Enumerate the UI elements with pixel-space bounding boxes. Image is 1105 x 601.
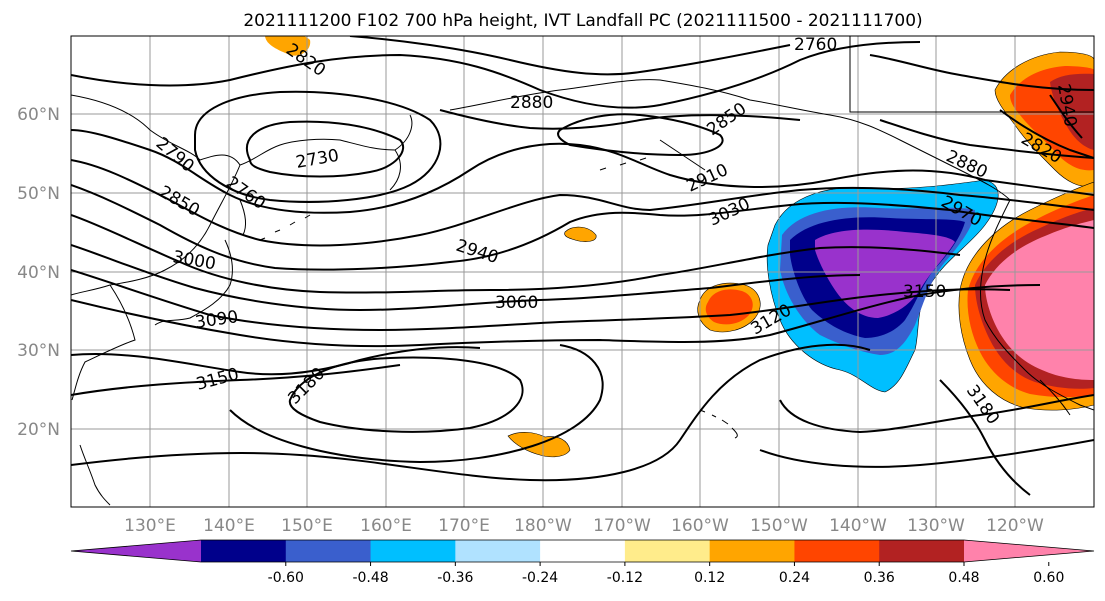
lat-label: 40°N — [17, 263, 60, 283]
colorbar-segment — [794, 540, 880, 562]
height-contours — [71, 36, 1094, 496]
colorbar-segment — [370, 540, 456, 562]
lat-label: 50°N — [17, 184, 60, 204]
colorbar-tick-label: -0.60 — [268, 570, 304, 586]
contour-label: 3150 — [194, 364, 241, 395]
lon-label: 150°W — [750, 516, 808, 536]
colorbar-segment — [201, 540, 287, 562]
lon-label: 130°W — [907, 516, 965, 536]
map-frame — [70, 35, 1095, 508]
lon-label: 150°E — [281, 516, 333, 536]
lon-label: 180°W — [514, 516, 572, 536]
longitude-labels: 130°E 140°E 150°E 160°E 170°E 180°W 170°… — [124, 516, 1044, 536]
lon-label: 120°W — [986, 516, 1044, 536]
coastlines — [71, 36, 1094, 506]
colorbar-tick-label: -0.12 — [607, 570, 643, 586]
map-gridlines — [71, 36, 1094, 507]
contour-label: 2850 — [156, 182, 203, 221]
map-area: 2820 2760 2880 2730 2790 2760 2850 2850 … — [71, 35, 1094, 507]
contour-label: 2910 — [684, 160, 732, 196]
lat-label: 60°N — [17, 105, 60, 125]
lat-label: 20°N — [17, 420, 60, 440]
colorbar-outline — [70, 539, 1095, 563]
colorbar-segment — [540, 540, 626, 562]
lon-label: 140°E — [203, 516, 255, 536]
colorbar-extend-low — [71, 540, 201, 562]
colorbar-segment — [285, 540, 372, 562]
colorbar: -0.60 -0.48 -0.36 -0.24 -0.12 0.12 0.24 0.36 0.4… — [70, 539, 1095, 586]
lat-label: 30°N — [17, 341, 60, 361]
contour-label: 2880 — [943, 146, 991, 182]
colorbar-tick-label: -0.24 — [522, 570, 558, 586]
contour-label: 3150 — [903, 282, 946, 302]
colorbar-tick-label: 0.12 — [694, 570, 725, 586]
contour-label: 2850 — [703, 99, 750, 140]
lon-label: 170°E — [438, 516, 490, 536]
colorbar-segment — [455, 540, 541, 562]
colorbar-extend-high — [964, 540, 1094, 562]
colorbar-tick-label: 0.48 — [948, 570, 979, 586]
lon-label: 140°W — [829, 516, 887, 536]
contour-label: 3090 — [194, 307, 240, 333]
contour-label: 2730 — [294, 146, 340, 173]
lon-label: 160°E — [360, 516, 412, 536]
contour-label: 2880 — [510, 93, 553, 113]
contour-label: 2760 — [794, 35, 837, 55]
colorbar-tick-label: -0.36 — [437, 570, 473, 586]
colorbar-tick-label: 0.60 — [1033, 570, 1064, 586]
colorbar-segment — [879, 540, 965, 562]
contour-label: 2940 — [453, 236, 500, 268]
lon-label: 130°E — [124, 516, 176, 536]
colorbar-tick-label: 0.36 — [864, 570, 895, 586]
map-title: 2021111200 F102 700 hPa height, IVT Land… — [243, 11, 922, 31]
contour-label: 3060 — [495, 293, 538, 313]
lon-label: 170°W — [593, 516, 651, 536]
colorbar-segment — [624, 540, 711, 562]
latitude-labels: 60°N 50°N 40°N 30°N 20°N — [17, 105, 60, 440]
colorbar-segment — [709, 540, 795, 562]
colorbar-tick-label: 0.24 — [779, 570, 810, 586]
lon-label: 160°W — [671, 516, 729, 536]
colorbar-tick-label: -0.48 — [352, 570, 388, 586]
